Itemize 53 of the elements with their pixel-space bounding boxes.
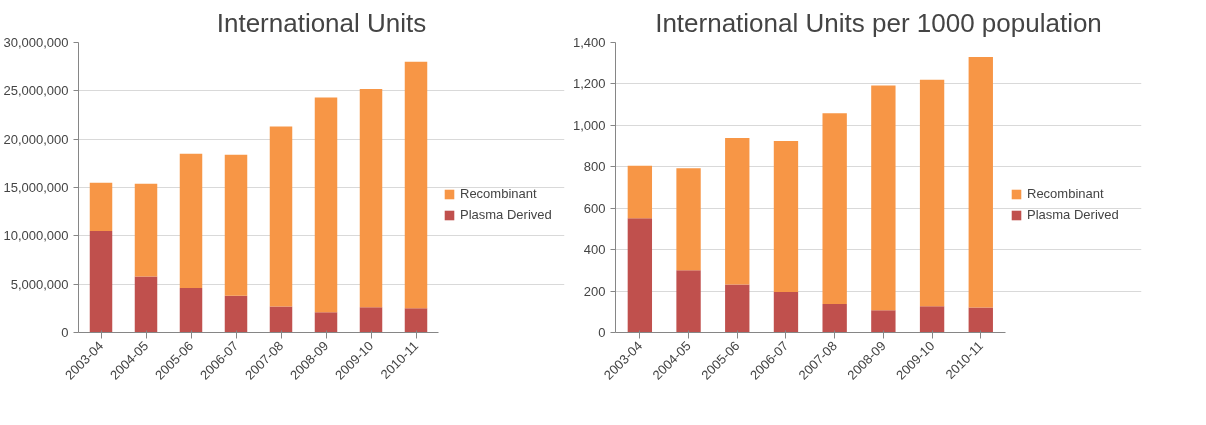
bar <box>269 126 293 307</box>
y-tick-label: 30,000,000 <box>3 35 69 50</box>
bar <box>627 218 653 333</box>
bar <box>179 288 203 333</box>
bar <box>224 295 248 333</box>
bar <box>676 168 701 271</box>
bar <box>359 88 383 308</box>
legend-label: Recombinant <box>460 186 537 201</box>
y-tick-label: 1,000 <box>572 117 606 133</box>
bar <box>968 307 993 333</box>
y-tick-label: 600 <box>583 200 606 216</box>
bar <box>89 182 113 231</box>
y-tick-label: 200 <box>583 283 606 299</box>
bar <box>314 97 338 313</box>
bar <box>314 312 338 333</box>
bar <box>269 306 293 333</box>
bar <box>871 310 896 333</box>
bar <box>627 165 653 219</box>
y-tick-label: 5,000,000 <box>10 276 69 292</box>
bar <box>89 231 113 333</box>
y-tick-label: 1,200 <box>572 76 606 92</box>
bar <box>359 307 383 333</box>
bar <box>773 291 799 333</box>
bar <box>919 306 945 333</box>
chart-title: International Units <box>216 7 427 38</box>
bar <box>404 308 428 333</box>
y-tick-label: 400 <box>583 242 606 258</box>
bar <box>773 140 799 292</box>
bar <box>968 57 993 308</box>
chart-title: International Units per 1000 population <box>655 7 1102 38</box>
bar <box>179 153 203 289</box>
bar <box>134 276 158 333</box>
bar <box>676 270 701 333</box>
y-tick-label: 800 <box>583 159 606 175</box>
bar <box>822 303 847 333</box>
y-tick-label: 10,000,000 <box>3 228 69 244</box>
bar <box>134 183 158 277</box>
y-tick-label: 1,400 <box>572 35 606 50</box>
y-tick-label: 15,000,000 <box>3 180 69 195</box>
bar <box>871 85 896 311</box>
y-tick-label: 20,000,000 <box>3 131 69 147</box>
legend-label: Recombinant <box>1027 186 1104 201</box>
bar <box>224 154 248 296</box>
bar <box>725 137 750 285</box>
y-tick-label: 0 <box>61 325 69 340</box>
bar <box>725 284 750 333</box>
bar <box>919 79 945 307</box>
legend-label: Plasma Derived <box>1027 207 1119 222</box>
bar <box>822 113 847 304</box>
y-tick-label: 0 <box>598 325 606 340</box>
y-tick-label: 25,000,000 <box>3 83 69 99</box>
legend-label: Plasma Derived <box>460 207 552 222</box>
bar <box>404 61 428 309</box>
